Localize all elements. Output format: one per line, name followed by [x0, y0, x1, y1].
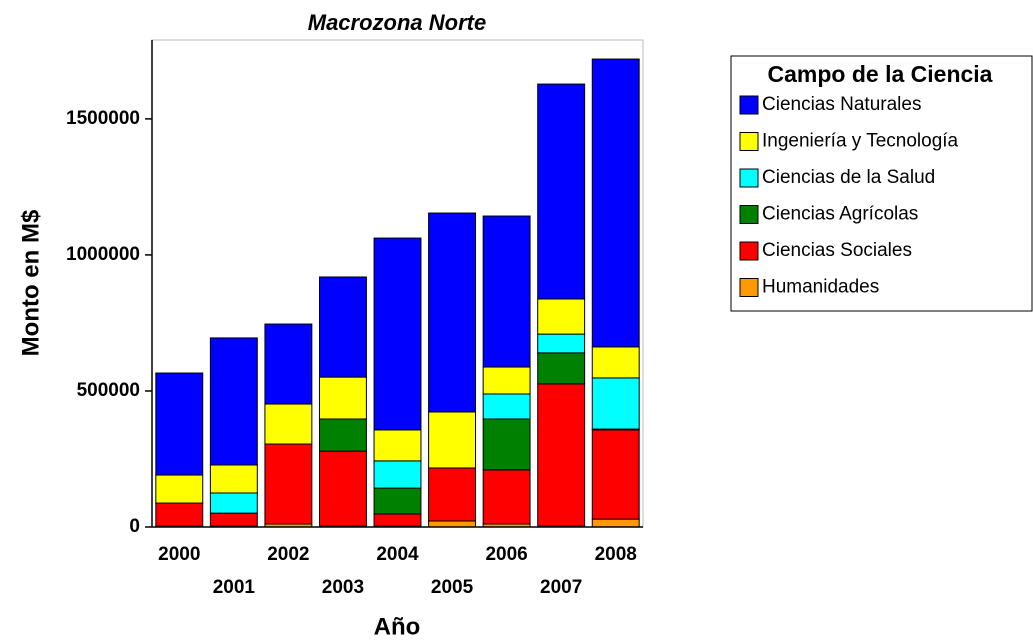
bar-segment	[209, 492, 258, 514]
bar-segment	[373, 429, 422, 462]
legend-title: Campo de la Ciencia	[768, 61, 993, 87]
x-tick-label: 2001	[213, 577, 256, 598]
bar-segment	[209, 464, 258, 494]
bar-segment	[482, 469, 531, 525]
bar-segment	[373, 513, 422, 527]
bar-segment	[591, 58, 640, 348]
bar-segment	[591, 518, 640, 528]
x-tick-label: 2005	[431, 577, 474, 598]
bar-segment	[264, 443, 313, 525]
bar-segment	[482, 215, 531, 368]
bar-segment	[373, 460, 422, 489]
legend-label: Ciencias Naturales	[762, 94, 921, 115]
bar-segment	[591, 346, 640, 379]
legend-label: Ciencias Sociales	[762, 240, 912, 261]
y-axis-title: Monto en M$	[17, 209, 44, 356]
bar-segment	[264, 403, 313, 445]
y-tick-label: 500000	[77, 380, 140, 401]
legend-label: Ciencias de la Salud	[762, 167, 935, 188]
bar-segment	[482, 393, 531, 420]
bar-segment	[318, 418, 367, 452]
x-tick-label: 2004	[376, 544, 419, 565]
bar-segment	[318, 376, 367, 420]
legend-swatch	[739, 205, 759, 224]
legend-swatch	[739, 132, 759, 151]
legend-swatch	[739, 241, 759, 261]
x-tick-label: 2003	[322, 577, 364, 598]
bar-segment	[428, 520, 477, 528]
bar-segment	[318, 276, 367, 378]
bar-segment	[537, 333, 586, 354]
bar-segment	[537, 383, 586, 527]
y-tick-label: 1500000	[66, 108, 140, 129]
legend-swatch	[739, 278, 759, 297]
bar-segment	[428, 212, 477, 413]
legend-swatch	[739, 95, 759, 115]
bar-segment	[591, 377, 640, 430]
y-tick-label: 0	[129, 516, 140, 537]
bar-segment	[428, 411, 477, 469]
legend-swatch	[739, 168, 759, 188]
legend-label: Ingeniería y Tecnología	[762, 131, 959, 152]
bar-segment	[482, 418, 531, 471]
legend-box	[730, 55, 1033, 312]
legend-label: Humanidades	[762, 277, 879, 298]
bar-segment	[155, 474, 204, 504]
bar-segment	[209, 512, 258, 527]
x-tick-label: 2007	[540, 577, 582, 598]
bar-segment	[373, 487, 422, 515]
bar-segment	[373, 237, 422, 431]
chart-title: Macrozona Norte	[308, 10, 486, 35]
bar-segment	[318, 450, 367, 527]
x-tick-label: 2006	[485, 544, 527, 565]
bar-segment	[482, 366, 531, 395]
bar-segment	[155, 372, 204, 476]
x-tick-label: 2000	[158, 544, 200, 565]
x-tick-label: 2008	[595, 544, 637, 565]
y-tick-label: 1000000	[66, 244, 140, 265]
bar-segment	[155, 502, 204, 527]
bar-segment	[209, 337, 258, 466]
bar-segment	[537, 298, 586, 335]
legend-label: Ciencias Agrícolas	[762, 204, 918, 225]
bar-segment	[264, 323, 313, 405]
bar-segment	[537, 83, 586, 300]
bar-segment	[428, 467, 477, 522]
x-axis-title: Año	[374, 613, 421, 640]
bar-segment	[591, 429, 640, 520]
x-tick-label: 2002	[267, 544, 309, 565]
bar-segment	[537, 352, 586, 385]
